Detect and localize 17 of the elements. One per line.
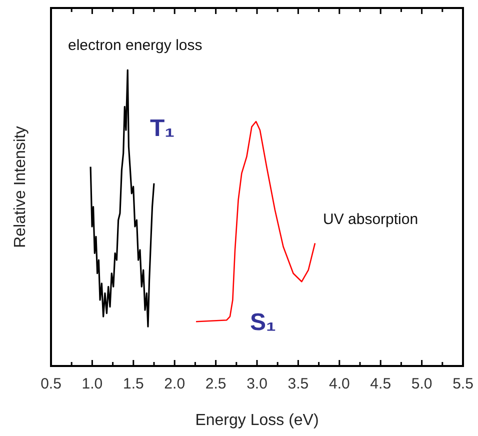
x-tick-label: 3.0 bbox=[246, 376, 268, 393]
annotation: T₁ bbox=[150, 115, 175, 142]
x-tick-label: 5.0 bbox=[411, 376, 432, 393]
annotation: UV absorption bbox=[323, 211, 418, 228]
x-tick-label: 3.5 bbox=[288, 376, 309, 393]
text: electron energy loss bbox=[68, 37, 202, 54]
x-axis-title: Energy Loss (eV) bbox=[195, 412, 319, 429]
x-tick-label: 2.5 bbox=[205, 376, 226, 393]
x-tick-label: 5.5 bbox=[452, 376, 474, 393]
annotation: S₁ bbox=[250, 309, 276, 336]
x-tick-label: 0.5 bbox=[40, 376, 62, 393]
x-tick-label: 4.5 bbox=[370, 376, 392, 393]
y-axis-title: Relative Intensity bbox=[12, 126, 29, 248]
x-tick-label: 1.5 bbox=[122, 376, 144, 393]
x-tick-label: 4.0 bbox=[328, 376, 350, 393]
x-tick-label: 2.0 bbox=[164, 376, 186, 393]
x-tick-label: 1.0 bbox=[82, 376, 103, 393]
